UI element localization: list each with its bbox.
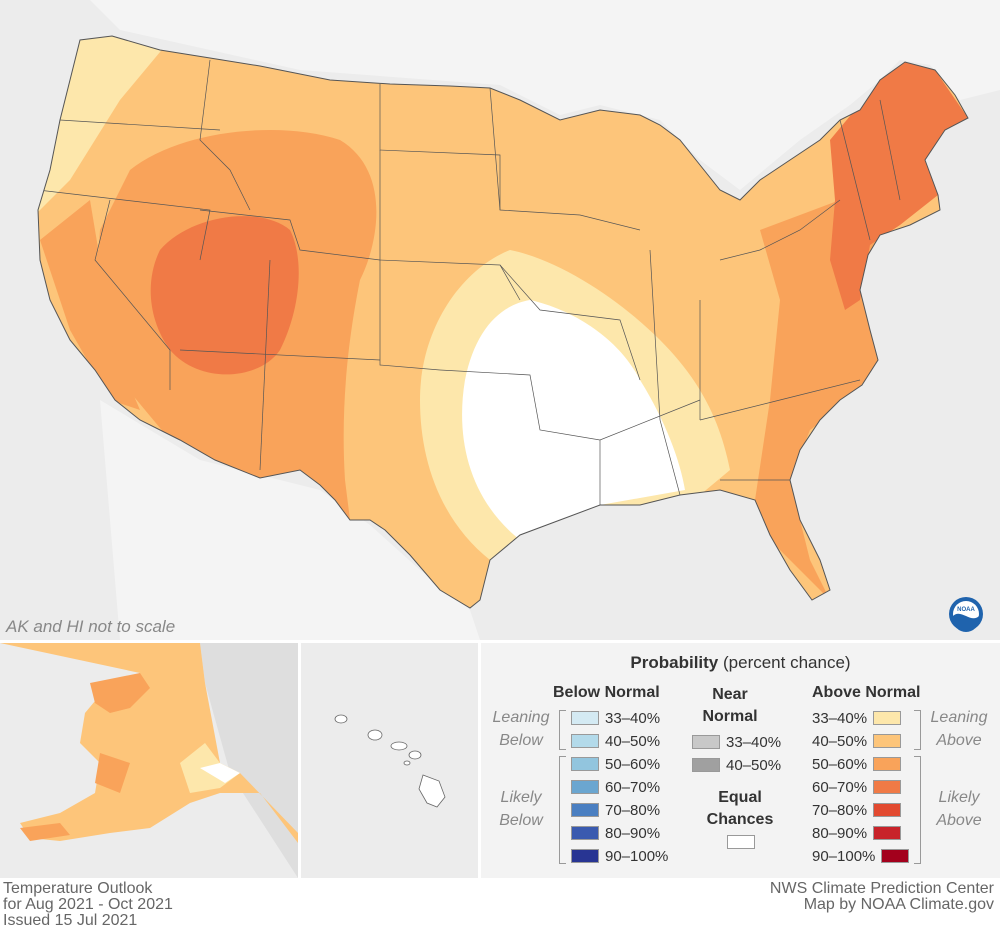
above-normal-label: 40–50% [812, 732, 868, 750]
bracket-leaning-above [914, 710, 921, 750]
below-normal-label: 60–70% [605, 778, 661, 796]
above-normal-label: 50–60% [812, 755, 868, 773]
below-normal-row: 70–80% [571, 800, 660, 820]
above-normal-label: 90–100% [812, 847, 876, 865]
above-normal-row: 80–90% [812, 823, 902, 843]
above-normal-label: 60–70% [812, 778, 868, 796]
below-normal-swatch [571, 849, 599, 863]
above-normal-label: 33–40% [812, 709, 868, 727]
likely-above-label: Likely Above [936, 789, 982, 829]
outlook-issued: Issued 15 Jul 2021 [3, 912, 138, 929]
footer-left: Temperature Outlook for Aug 2021 - Oct 2… [3, 881, 173, 929]
below-normal-label: 80–90% [605, 824, 661, 842]
below-normal-label: 33–40% [605, 709, 661, 727]
above-normal-row: 90–100% [812, 846, 910, 866]
above-normal-swatch [873, 826, 902, 840]
near-normal-label: 33–40% [726, 733, 782, 751]
near-normal-row: 40–50% [692, 755, 781, 775]
below-normal-swatch [571, 780, 599, 794]
below-normal-swatch [571, 711, 599, 725]
above-normal-row: 33–40% [812, 708, 902, 728]
above-normal-row: 40–50% [812, 731, 902, 751]
near-normal-label: 40–50% [726, 756, 782, 774]
legend-title-rest: (percent chance) [723, 653, 851, 672]
below-normal-row: 90–100% [571, 846, 668, 866]
below-normal-swatch [571, 757, 599, 771]
leaning-below-label: Leaning Below [492, 709, 550, 749]
bracket-likely-above [914, 756, 921, 864]
below-normal-row: 50–60% [571, 754, 660, 774]
footer-right: NWS Climate Prediction Center Map by NOA… [770, 881, 994, 913]
likely-below-label: Likely Below [499, 789, 543, 829]
equal-chances-heading: Equal Chances [706, 789, 774, 828]
above-normal-row: 60–70% [812, 777, 902, 797]
below-normal-row: 60–70% [571, 777, 660, 797]
above-normal-row: 70–80% [812, 800, 902, 820]
below-normal-row: 33–40% [571, 708, 660, 728]
near-normal-swatch [692, 735, 720, 749]
near-normal-swatch [692, 758, 720, 772]
below-normal-swatch [571, 803, 599, 817]
below-normal-label: 90–100% [605, 847, 669, 865]
svg-text:NOAA: NOAA [957, 607, 975, 613]
above-normal-row: 50–60% [812, 754, 902, 774]
above-normal-swatch [873, 757, 902, 771]
below-normal-row: 80–90% [571, 823, 660, 843]
noaa-logo-icon: NOAA [949, 597, 983, 632]
above-normal-label: 70–80% [812, 801, 868, 819]
above-normal-swatch [873, 780, 902, 794]
hawaii-inset [301, 643, 478, 878]
above-normal-swatch [873, 803, 902, 817]
alaska-inset [0, 643, 298, 878]
equal-chances-swatch [727, 835, 755, 849]
main-map: AK and HI not to scale NOAA [0, 0, 1000, 640]
above-normal-label: 80–90% [812, 824, 868, 842]
bracket-leaning-below [559, 710, 566, 750]
below-normal-label: 50–60% [605, 755, 661, 773]
above-normal-swatch [873, 734, 902, 748]
below-normal-row: 40–50% [571, 731, 660, 751]
above-normal-swatch [881, 849, 910, 863]
outlook-period: for Aug 2021 - Oct 2021 [3, 896, 173, 913]
below-normal-label: 70–80% [605, 801, 661, 819]
legend-title-bold: Probability [630, 653, 719, 672]
leaning-above-label: Leaning Above [930, 709, 988, 749]
near-normal-row: 33–40% [692, 732, 781, 752]
below-normal-heading: Below Normal [553, 684, 660, 701]
credit-climate-gov: Map by NOAA Climate.gov [803, 896, 994, 913]
bracket-likely-below [559, 756, 566, 864]
below-normal-swatch [571, 734, 599, 748]
outlook-title: Temperature Outlook [3, 880, 153, 897]
near-normal-heading: Near Normal [702, 686, 758, 725]
below-normal-label: 40–50% [605, 732, 661, 750]
above-normal-heading: Above Normal [812, 684, 921, 701]
credit-cpc: NWS Climate Prediction Center [769, 880, 994, 897]
above-normal-swatch [873, 711, 902, 725]
legend-title: Probability (percent chance) [481, 653, 1000, 673]
below-normal-swatch [571, 826, 599, 840]
scale-note: AK and HI not to scale [5, 617, 175, 636]
